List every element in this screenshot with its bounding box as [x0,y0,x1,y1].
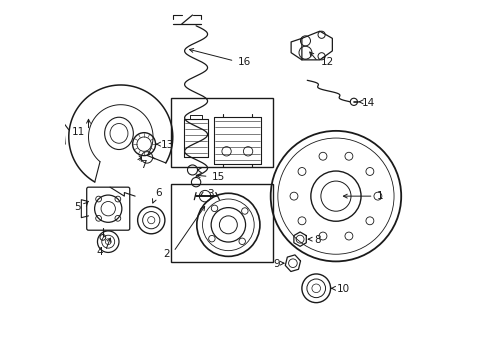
Text: 3: 3 [206,189,213,199]
Text: 5: 5 [74,202,81,212]
Text: 11: 11 [72,127,85,136]
Text: 4: 4 [96,247,102,257]
Text: 1: 1 [376,191,383,201]
Text: 14: 14 [362,98,375,108]
Text: 7: 7 [140,160,146,170]
Text: 6: 6 [155,188,162,198]
Text: 13: 13 [161,140,174,150]
Bar [171,98,273,167]
Bar [171,184,273,262]
Text: 8: 8 [314,235,321,245]
Text: 10: 10 [336,284,349,294]
Text: 16: 16 [237,57,250,67]
Text: 2: 2 [163,248,169,258]
Text: 15: 15 [211,172,224,182]
Text: 12: 12 [320,57,333,67]
Text: 9: 9 [273,259,280,269]
